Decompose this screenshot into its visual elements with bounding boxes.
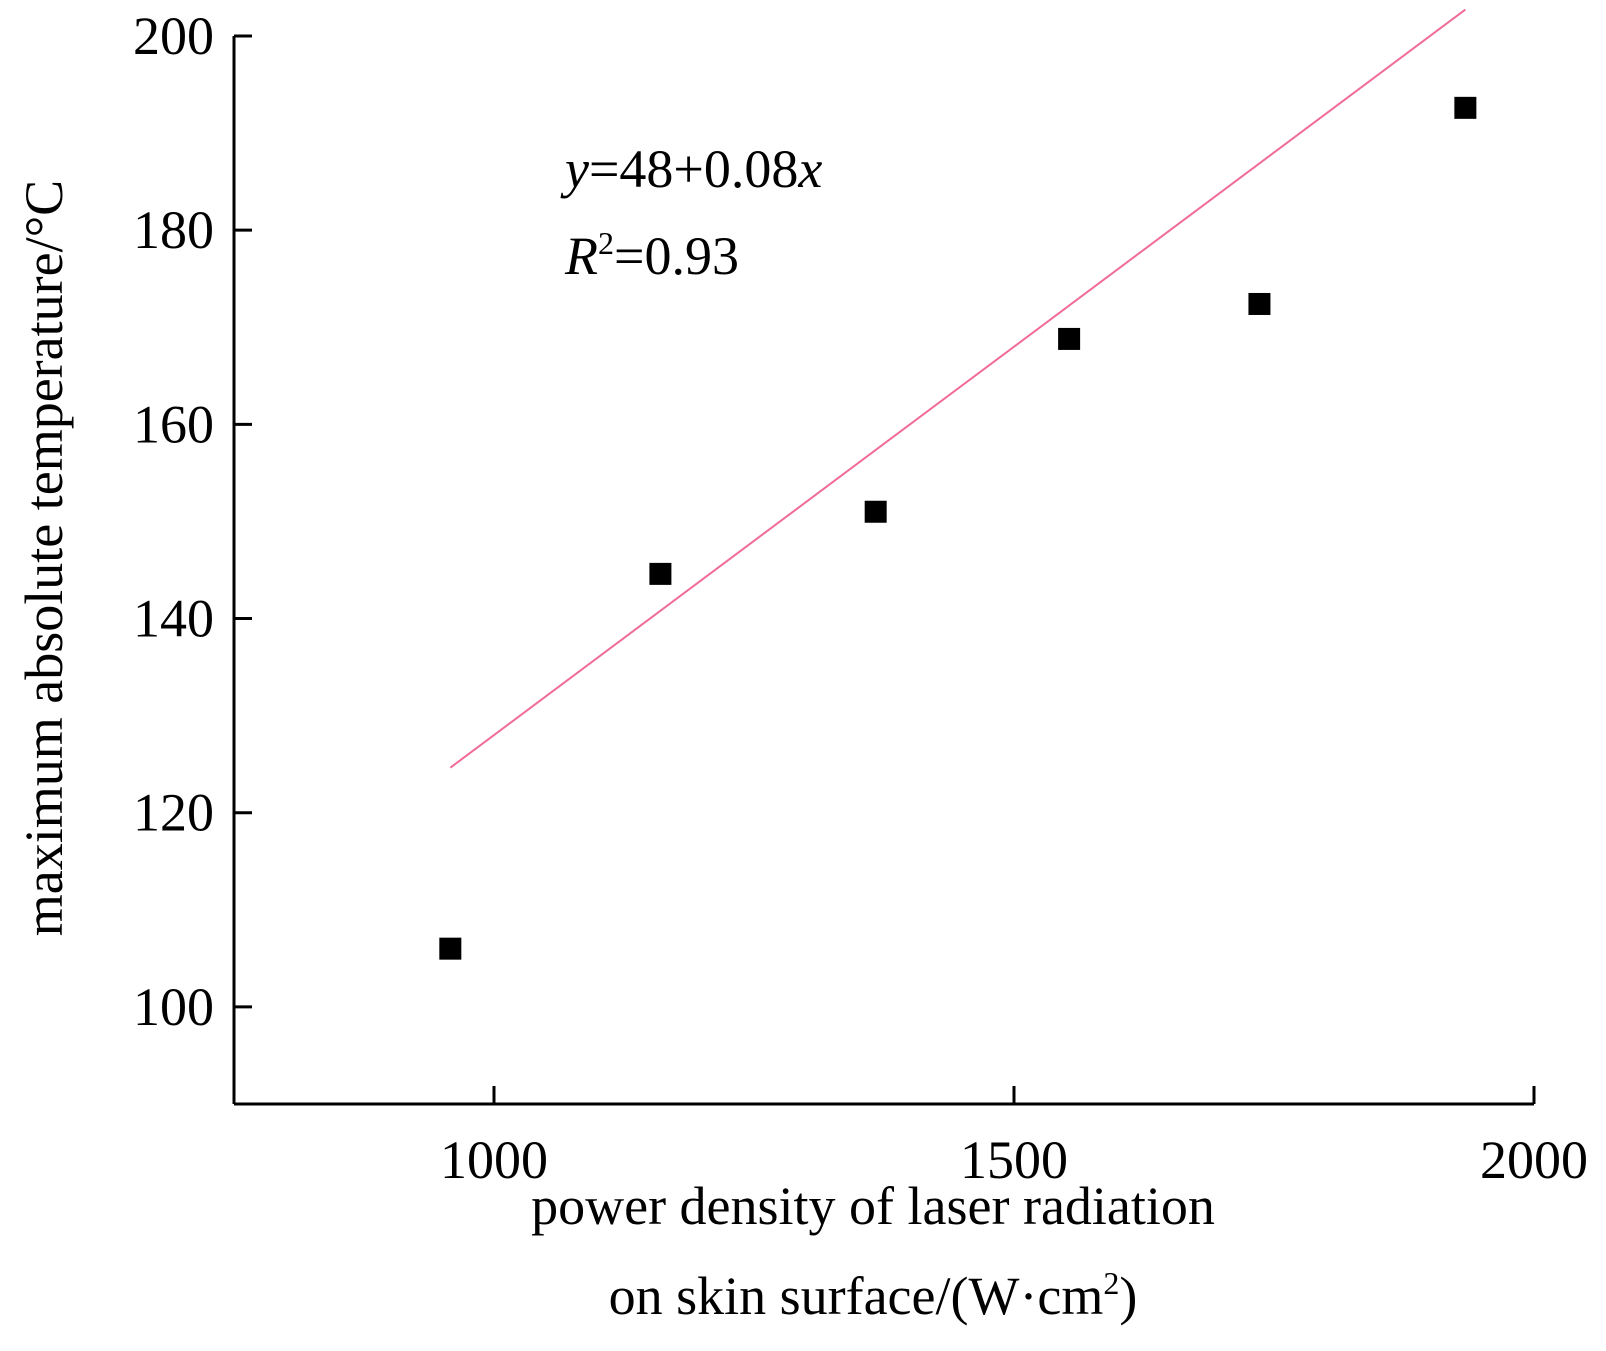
x-axis-title-line-2: on skin surface/(W·cm2) [609, 1265, 1138, 1326]
r-squared-symbol: R [564, 226, 598, 286]
y-tick-label-180: 180 [133, 200, 214, 260]
regression-line [449, 8, 1466, 769]
data-point-1 [439, 937, 462, 960]
r-squared-label: R2=0.93 [564, 225, 739, 286]
data-point-3 [864, 500, 887, 523]
equation-x-var: x [797, 139, 822, 199]
x-ticks: 1000 1500 2000 [440, 1086, 1588, 1190]
x-axis-unit-close: ) [1119, 1266, 1137, 1326]
axes [232, 36, 1534, 1106]
x-tick-label-1000: 1000 [440, 1130, 548, 1190]
y-tick-label-120: 120 [133, 783, 214, 843]
data-points [439, 96, 1477, 960]
x-axis-unit: on skin surface/(W·cm [609, 1266, 1104, 1326]
r-squared-exponent: 2 [598, 225, 614, 261]
r-squared-value: =0.93 [614, 226, 739, 286]
equation-y-var: y [560, 139, 589, 199]
data-point-6 [1454, 96, 1477, 119]
x-tick-label-2000: 2000 [1480, 1130, 1588, 1190]
y-tick-label-160: 160 [133, 394, 214, 454]
y-ticks: 100 120 140 160 180 200 [133, 6, 252, 1037]
y-tick-label-100: 100 [133, 977, 214, 1037]
equation-body: =48+0.08 [589, 139, 798, 199]
y-tick-label-200: 200 [133, 6, 214, 66]
x-axis-title-line-1: power density of laser radiation [531, 1176, 1215, 1236]
data-point-2 [649, 562, 672, 585]
data-point-4 [1058, 327, 1081, 350]
x-tick-label-1500: 1500 [960, 1130, 1068, 1190]
y-axis-title: maximum absolute temperature/°C [14, 180, 74, 936]
data-point-5 [1248, 292, 1271, 315]
regression-equation: y=48+0.08x [560, 139, 822, 199]
y-tick-label-140: 140 [133, 589, 214, 649]
x-axis-unit-exponent: 2 [1103, 1265, 1119, 1301]
